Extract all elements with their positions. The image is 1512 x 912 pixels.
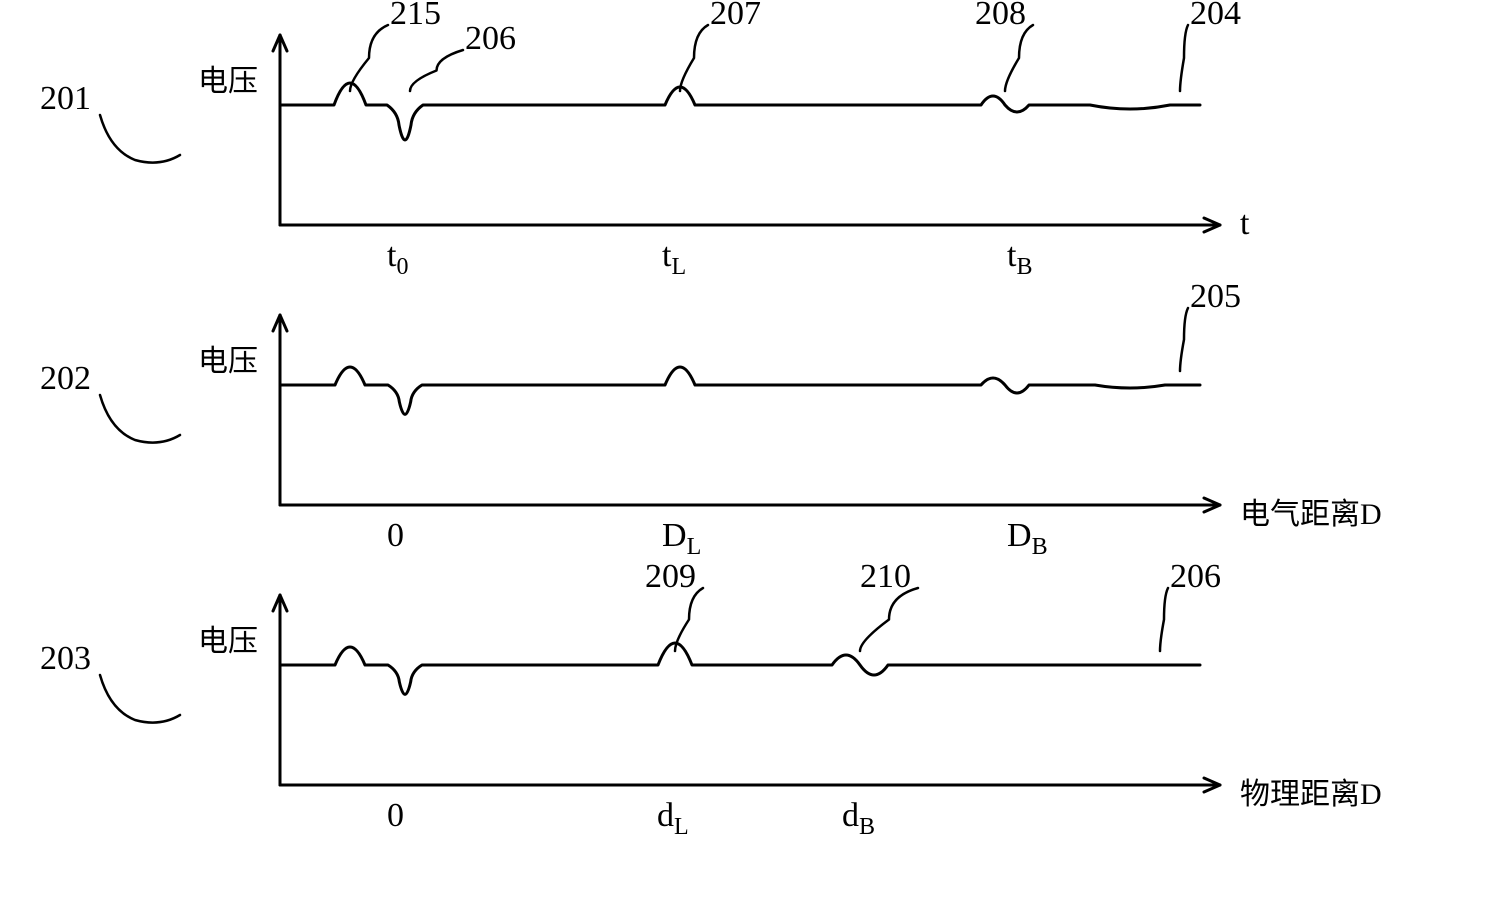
callout-leader-204 bbox=[60, 20, 1310, 220]
tick-label: dB bbox=[842, 797, 875, 841]
chart-201: 201电压tt0tLtB215206207208204 bbox=[60, 20, 1460, 300]
tick-label: 0 bbox=[387, 797, 404, 835]
tick-label: tB bbox=[1007, 237, 1032, 281]
chart-203: 203电压物理距离D0dLdB209210206 bbox=[60, 580, 1460, 860]
figure-container: 201电压tt0tLtB215206207208204202电压电气距离D0DL… bbox=[60, 20, 1460, 900]
callout-leader-206 bbox=[60, 580, 1310, 780]
tick-label: 0 bbox=[387, 517, 404, 555]
chart-202: 202电压电气距离D0DLDB205 bbox=[60, 300, 1460, 580]
callout-leader-205 bbox=[60, 300, 1310, 500]
tick-label: dL bbox=[657, 797, 689, 841]
tick-label: DB bbox=[1007, 517, 1048, 561]
tick-label: t0 bbox=[387, 237, 408, 281]
tick-label: DL bbox=[662, 517, 701, 561]
tick-label: tL bbox=[662, 237, 686, 281]
